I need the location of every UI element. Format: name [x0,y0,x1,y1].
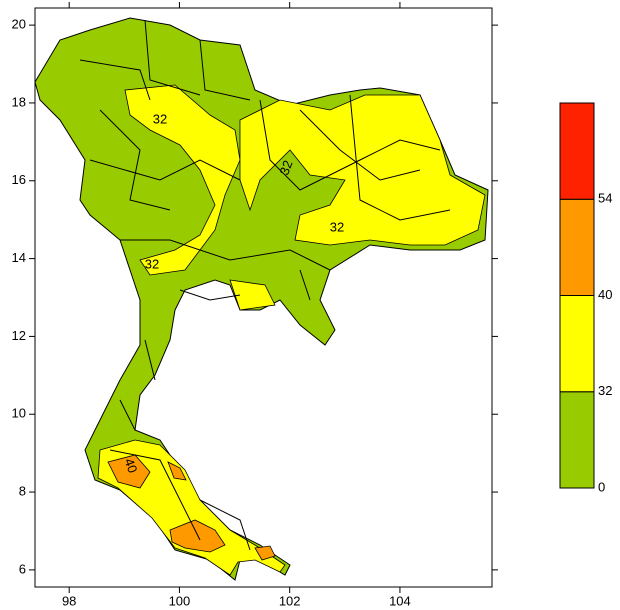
y-tick-label: 10 [12,406,26,421]
x-tick-label: 102 [279,593,301,608]
zone-32-40 [239,94,486,246]
land [34,17,489,581]
colorbar-box [559,295,595,393]
colorbar-label: 40 [598,287,612,302]
x-tick-label: 98 [62,593,76,608]
zone-40-54 [167,461,187,481]
zone-40-54 [107,454,151,489]
plot-frame [34,7,493,588]
y-tick-label: 8 [19,483,26,498]
colorbar-box [559,198,595,296]
x-tick-label: 104 [389,593,411,608]
contour-label: 32 [276,158,295,177]
contour-label: 32 [153,111,167,126]
x-tick-label: 100 [169,593,191,608]
y-tick-label: 16 [12,172,26,187]
y-tick-label: 14 [12,250,26,265]
colorbar-box [559,391,595,489]
colorbar-box [559,102,595,200]
y-tick-label: 12 [12,328,26,343]
colorbar-label: 32 [598,383,612,398]
zone-32-40 [124,84,241,276]
y-tick-label: 18 [12,94,26,109]
colorbar-label: 0 [598,479,605,494]
colorbar-label: 54 [598,191,612,206]
province-borders [79,19,451,551]
contour-label: 40 [121,456,140,475]
zone-32-40 [229,279,276,311]
colorbar: 0 32 40 54 [559,102,612,494]
contour-label: 32 [145,256,159,271]
y-tick-label: 20 [12,17,26,32]
contour-label: 32 [330,219,344,234]
y-tick-label: 6 [19,561,26,576]
zone-40-54 [254,545,276,561]
